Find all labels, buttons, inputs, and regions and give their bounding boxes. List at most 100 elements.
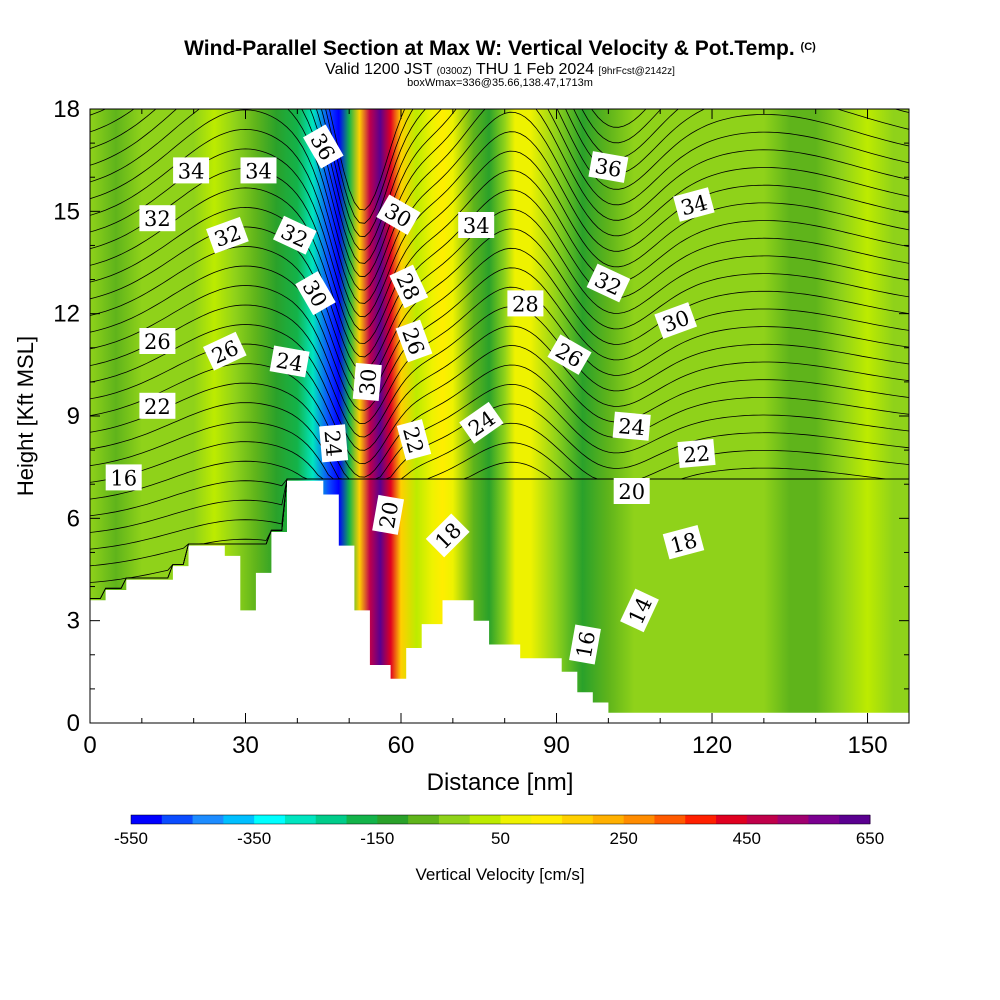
colorbar-swatch [746,815,779,824]
y-tick-label: 15 [53,198,80,225]
theta-contour-line [90,441,909,483]
colorbar-tick-label: -550 [114,829,148,848]
theta-contour-line [90,363,909,478]
y-tick-label: 9 [67,403,80,430]
svg-text:24: 24 [617,414,646,440]
svg-text:22: 22 [682,441,711,467]
contour-label: 14 [620,588,659,633]
theta-contour-line [90,304,909,438]
colorbar-tick-label: 250 [610,829,638,848]
theta-contour-line [90,324,909,451]
theta-contour-line [90,167,909,344]
contour-label: 26 [139,328,176,354]
contour-label: 24 [612,411,651,441]
colorbar-swatch [500,815,532,824]
chart-title-text: Wind-Parallel Section at Max W: Vertical… [184,37,795,60]
chart-title: Wind-Parallel Section at Max W: Vertical… [0,37,1000,61]
colorbar-swatch [254,815,286,824]
svg-text:22: 22 [144,395,171,419]
x-tick-label: 0 [83,732,96,759]
subtitle-utc: (0300Z) [436,66,472,77]
contour-label: 22 [139,392,176,419]
chart-subtitle-2: boxWmax=336@35.66,138.47,1713m [407,77,593,89]
svg-text:34: 34 [178,159,205,183]
svg-text:34: 34 [463,214,490,238]
contour-label: 32 [139,205,176,232]
colorbar-swatch [408,815,440,824]
contour-label: 24 [269,345,310,378]
y-axis-label: Height [Kft MSL] [13,336,38,496]
subtitle-fcst: [9hrFcst@2142z] [598,66,675,77]
contour-label: 24 [319,424,349,463]
theta-contour-line [90,402,909,480]
colorbar-swatch [623,815,655,824]
colorbar-swatch [716,815,748,824]
svg-text:30: 30 [355,368,381,397]
theta-contour-line [90,382,909,480]
colorbar-swatch [131,815,163,824]
colorbar-swatch [469,815,501,824]
colorbar-tick-label: 450 [733,829,761,848]
colorbar-swatch [161,815,194,824]
y-tick-label: 12 [53,301,80,328]
colorbar-swatch [808,815,840,824]
x-tick-label: 150 [848,732,888,759]
contour-label: 20 [372,494,405,535]
theta-contour-line [90,128,909,318]
colorbar-swatch [839,815,871,824]
y-tick-label: 3 [67,608,80,635]
contour-label: 36 [588,151,629,183]
colorbar-tick-label: 50 [491,829,510,848]
theta-contour-line [90,109,909,264]
contour-label: 28 [507,290,544,317]
x-axis: 0 30 60 90 120 150 [83,109,888,759]
colorbar-swatch [777,815,809,824]
colorbar-swatch [223,815,255,824]
colorbar-swatch [654,815,686,824]
subtitle-valid: Valid 1200 JST [325,61,433,78]
contour-label: 34 [240,157,277,184]
contour-label: 32 [272,215,317,255]
colorbar-swatch [346,815,378,824]
x-tick-label: 120 [692,732,732,759]
colorbar-swatch [192,815,224,824]
theta-contour-line [90,109,909,291]
subtitle-date: THU 1 Feb 2024 [475,61,595,78]
theta-contour-line [90,109,909,304]
x-tick-label: 90 [543,732,570,759]
colorbar-label: Vertical Velocity [cm/s] [415,865,584,884]
colorbar-swatch [438,815,471,824]
contour-label: 26 [202,331,247,371]
svg-text:20: 20 [375,500,403,530]
contour-label: 22 [677,438,716,469]
svg-text:28: 28 [512,292,539,316]
contour-label: 32 [586,263,631,303]
svg-text:16: 16 [110,466,137,490]
colorbar-tick-label: -150 [360,829,394,848]
contour-label: 30 [352,362,382,401]
chart-subtitle: Valid 1200 JST (0300Z) THU 1 Feb 2024 [9… [0,61,1000,79]
svg-text:20: 20 [618,480,645,504]
contour-label: 18 [425,513,470,558]
colorbar-swatch [284,815,317,824]
terrain [90,480,909,723]
contour-label: 26 [395,319,433,363]
theta-contour-line [90,265,909,411]
colorbar-swatch [315,815,348,824]
svg-text:34: 34 [245,159,272,183]
svg-text:16: 16 [572,629,600,659]
colorbar-tick-label: -350 [237,829,271,848]
contour-label: 34 [458,212,495,238]
x-tick-label: 30 [232,732,259,759]
theta-contour-line [90,109,909,278]
theta-contour-line [90,148,909,331]
contour-label: 34 [173,157,210,184]
theta-contour-line [90,206,909,371]
y-tick-label: 6 [67,505,80,532]
theta-contour-line [90,285,909,425]
svg-text:32: 32 [144,207,171,231]
contour-label: 16 [569,624,601,665]
colorbar-swatch [685,815,717,824]
